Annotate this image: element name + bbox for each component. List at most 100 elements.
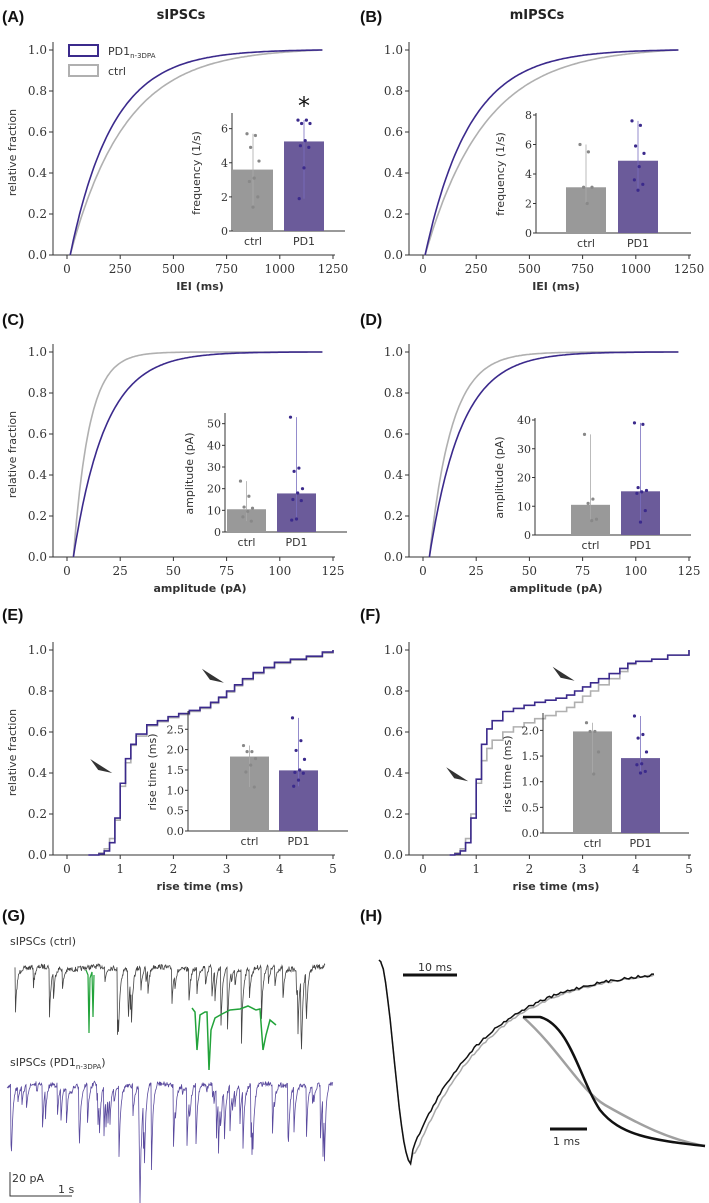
data-point [244,770,248,774]
inset-y-tick-label: 2.5 [167,723,185,736]
inset-x-tick-label: ctrl [238,536,256,549]
x-tick-label: 3 [579,862,587,876]
series-pd1 [428,351,679,558]
legend-swatch-ctrl [68,64,99,77]
data-point [635,491,639,495]
y-tick-label: 0.8 [384,386,403,400]
y-tick-label: 0.0 [28,848,47,862]
rise-trace-ctrl [522,1016,706,1148]
y-tick-label: 1.0 [384,345,403,359]
data-point [249,145,253,150]
y-tick-label: 0.8 [28,684,47,698]
y-tick-label: 0.6 [28,125,47,139]
series-ctrl [424,49,679,256]
inset-x-tick-label: ctrl [577,237,595,250]
x-tick-label: 100 [624,564,647,578]
y-tick-label: 0.2 [28,207,47,221]
x-tick-label: 25 [469,564,484,578]
avg-trace-pd1 [378,959,654,1166]
data-point [303,138,307,143]
data-point [582,432,587,436]
data-point [634,144,638,148]
data-point [643,769,647,774]
inset-y-tick-label: 20 [517,472,531,485]
chart-panel-e: 0.0 0.2 0.4 0.6 0.8 1.0 0 1 2 3 4 5 rise time (ms) re… [6,642,348,893]
x-axis-label: IEI (ms) [532,280,580,293]
data-point [307,145,311,150]
y-tick-label: 1.0 [384,43,403,57]
data-point [596,750,601,754]
data-point [293,770,297,775]
y-tick-label: 0.0 [384,550,403,564]
y-tick-label: 0.8 [384,684,403,698]
data-point [590,519,594,523]
data-point [249,519,253,523]
y-tick-label: 0.4 [28,766,47,780]
data-point [638,123,642,127]
trace-label-ctrl: sIPSCs (ctrl) [10,935,76,948]
chart-panel-a: 0.0 0.2 0.4 0.6 0.8 1.0 0 250 500 750 1000 1250 IEI … [6,42,348,293]
data-point [302,166,306,170]
inset-y-tick-label: 30 [517,443,531,456]
y-tick-label: 0.0 [28,550,47,564]
inset-y-tick-label: 1.0 [167,784,185,797]
x-tick-label: 5 [329,862,337,876]
series-pd1 [424,49,679,256]
arrowhead-icon [552,666,575,681]
y-tick-label: 0.2 [384,807,403,821]
panel-label-b: (B) [360,9,382,26]
arrowhead-icon [446,767,469,782]
x-tick-label: 50 [522,564,537,578]
y-tick-label: 0.8 [28,84,47,98]
x-tick-label: 0 [63,262,71,276]
data-point [636,736,640,740]
x-tick-label: 5 [685,862,693,876]
arrowhead-icon [90,759,113,773]
series-ctrl [69,49,323,256]
data-point [246,509,250,514]
data-point [302,757,307,761]
chart-panel-c: 0.00.20.40.60.81.00 25 50 75 100 125amplitude… [6,344,347,595]
data-point [245,750,249,754]
data-point [640,490,644,494]
data-point [588,729,592,734]
inset-y-tick-label: 4 [525,168,532,181]
data-point [638,520,643,524]
panel-label-f: (F) [360,607,380,624]
trace-ctrl-highlight [85,969,95,1034]
data-point [641,422,645,426]
panel-label-c: (C) [2,312,24,329]
data-point [257,159,261,163]
chart-panel-d: 0.00.20.40.60.81.00 25 50 75 100 125amplitude… [384,344,700,595]
scale-y-label: 20 pA [12,1172,44,1185]
data-point [253,133,257,138]
x-tick-label: 0 [419,262,427,276]
y-tick-label: 0.6 [384,125,403,139]
data-point [252,176,256,180]
x-tick-label: 500 [518,262,541,276]
data-point [288,415,293,419]
series-pd1 [449,650,690,856]
legend-swatch-pd1 [68,44,99,57]
data-point [292,469,296,473]
data-point [636,485,640,490]
inset-y-tick-label: 10 [207,504,221,517]
title-sipscs: sIPSCs [157,8,206,23]
x-tick-label: 125 [322,564,345,578]
y-tick-label: 0.0 [28,248,47,262]
x-tick-label: 1250 [674,262,705,276]
inset-y-tick-label: 8 [525,109,532,122]
inset-bar-chart: 0.0 0.5 1.0 1.5 2.0 rise time (ms) ctrl PD1 [501,713,689,850]
x-axis-label: amplitude (pA) [510,582,603,595]
data-point [297,196,301,201]
data-point [297,466,301,470]
y-tick-label: 0.4 [384,166,403,180]
x-tick-label: 1 [116,862,124,876]
series-pd1 [88,650,334,856]
y-tick-label: 0.4 [384,766,403,780]
data-point [632,421,637,425]
inset-y-tick-label: 1.0 [522,776,540,789]
data-point [304,118,308,122]
chart-panel-b: 0.0 0.2 0.4 0.6 0.8 1.0 0 250 500 750 1000 1250 IEI … [384,42,704,293]
